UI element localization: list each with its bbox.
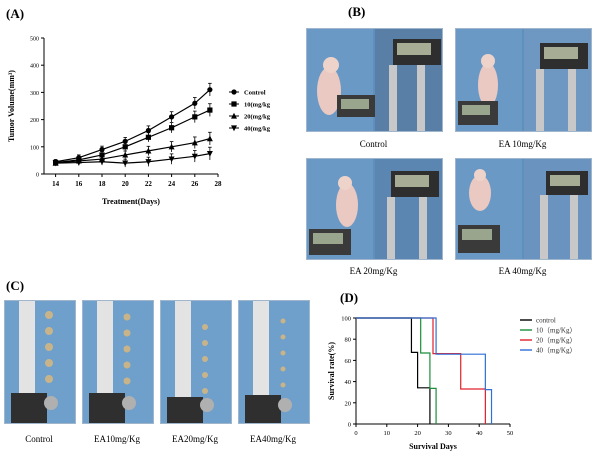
data-point xyxy=(75,159,82,166)
data-point xyxy=(169,114,175,120)
tumor-caption-ea10: EA10mg/Kg xyxy=(94,434,140,444)
mouse-photo-control xyxy=(306,28,443,132)
x-tick-label: 40 xyxy=(476,430,483,437)
tumor-caption-ea40: EA40mg/Kg xyxy=(250,434,296,444)
legend-label: 10（mg/Kg） xyxy=(536,327,576,335)
x-tick-label: 24 xyxy=(168,180,176,188)
series-line xyxy=(55,153,210,164)
tumor-photo-ea10 xyxy=(82,300,154,424)
y-tick-label: 0 xyxy=(348,422,351,429)
series-0: Control xyxy=(53,82,266,165)
tumor-caption-control: Control xyxy=(25,434,53,444)
y-tick-label: 0 xyxy=(36,173,39,179)
tumor-photo-ea40 xyxy=(238,300,310,424)
series-3: 40（mg/Kg） xyxy=(356,317,576,424)
data-point xyxy=(145,147,152,154)
series-1: 10（mg/Kg） xyxy=(356,317,576,424)
tumor-caption-ea20: EA20mg/Kg xyxy=(172,434,218,444)
data-point xyxy=(207,107,213,113)
mouse-photo-ea10 xyxy=(455,28,592,132)
data-point xyxy=(122,160,129,167)
panel-b-letter: (B) xyxy=(348,4,366,19)
y-tick-label: 500 xyxy=(30,37,39,43)
legend-label: 40（mg/Kg） xyxy=(536,347,576,355)
survival-chart: 0 20 40 60 80 100 0 10 20 30 40 50 Survival Days Surv… xyxy=(327,316,576,452)
photo-caption-ea20: EA 20mg/Kg xyxy=(349,266,398,276)
data-point xyxy=(207,87,213,93)
data-point xyxy=(168,143,175,150)
x-tick-label: 18 xyxy=(99,180,107,188)
x-tick-label: 28 xyxy=(215,180,223,188)
series-line xyxy=(55,138,211,164)
series-line xyxy=(55,109,211,164)
photo-caption-ea40: EA 40mg/Kg xyxy=(498,266,547,276)
y-tick-label: 100 xyxy=(341,316,351,323)
x-tick-label: 50 xyxy=(507,430,514,437)
panel-d-letter: (D) xyxy=(340,290,359,305)
data-point xyxy=(206,135,213,142)
data-point xyxy=(191,139,198,146)
y-tick-label: 40 xyxy=(345,379,352,386)
tumor-photo-control xyxy=(4,300,76,424)
data-point xyxy=(192,114,198,120)
legend-label: 20（mg/Kg） xyxy=(536,337,576,345)
data-point xyxy=(122,151,129,158)
tumor-volume-chart: 0 100 200 300 400 500 14 16 18 20 22 24 26 28 Treatmen… xyxy=(7,37,270,207)
legend-label: 40(mg/kg) xyxy=(244,126,270,133)
y-tick-label: 400 xyxy=(30,64,39,70)
x-tick-label: 30 xyxy=(445,430,452,437)
series-3: 40(mg/kg) xyxy=(52,125,270,168)
y-axis-label: Tumor Volume(mm³) xyxy=(7,70,16,142)
data-point xyxy=(52,160,59,167)
y-tick-label: 300 xyxy=(30,91,39,97)
x-tick-label: 26 xyxy=(191,180,199,188)
data-point xyxy=(145,159,152,165)
legend-label: 10(mg/kg) xyxy=(244,102,270,109)
y-tick-label: 200 xyxy=(30,118,39,124)
panel-c-letter: (C) xyxy=(6,278,25,293)
series-0: control xyxy=(356,317,556,424)
series-line xyxy=(55,89,211,163)
x-axis-label: Survival Days xyxy=(409,442,457,451)
legend-label: control xyxy=(536,317,556,325)
x-tick-label: 20 xyxy=(414,430,421,437)
legend-label: 20(mg/kg) xyxy=(244,114,270,121)
photo-caption-control: Control xyxy=(359,139,388,149)
data-point xyxy=(99,152,105,158)
x-tick-label: 0 xyxy=(354,430,357,437)
x-tick-label: 14 xyxy=(52,180,60,188)
data-point xyxy=(145,134,151,140)
mouse-photo-ea20 xyxy=(306,158,443,260)
y-tick-label: 80 xyxy=(345,337,352,344)
x-tick-label: 20 xyxy=(122,180,130,188)
y-tick-label: 100 xyxy=(30,145,39,151)
data-point xyxy=(191,153,198,160)
data-point xyxy=(122,144,128,150)
tumor-photo-ea20 xyxy=(160,300,232,424)
data-point xyxy=(99,146,105,153)
data-point xyxy=(169,125,175,131)
y-tick-label: 60 xyxy=(345,358,352,365)
panel-a-letter: (A) xyxy=(6,6,25,21)
survival-line xyxy=(356,317,493,424)
y-tick-label: 20 xyxy=(345,400,352,407)
x-tick-label: 22 xyxy=(145,180,153,188)
x-tick-label: 16 xyxy=(75,180,83,188)
survival-line xyxy=(356,317,437,424)
photo-caption-ea10: EA 10mg/Kg xyxy=(498,139,547,149)
mouse-photo-ea40 xyxy=(455,158,592,260)
data-point xyxy=(168,156,175,163)
data-point xyxy=(206,151,213,157)
data-point xyxy=(99,159,105,165)
data-point xyxy=(192,100,198,106)
x-axis-label: Treatment(Days) xyxy=(102,197,160,206)
x-tick-label: 10 xyxy=(384,430,391,437)
data-point xyxy=(145,127,151,134)
y-axis-label: Survival rate(%) xyxy=(327,342,336,400)
legend-label: Control xyxy=(244,90,266,97)
survival-line xyxy=(356,317,431,424)
series-2: 20(mg/kg) xyxy=(52,112,270,166)
